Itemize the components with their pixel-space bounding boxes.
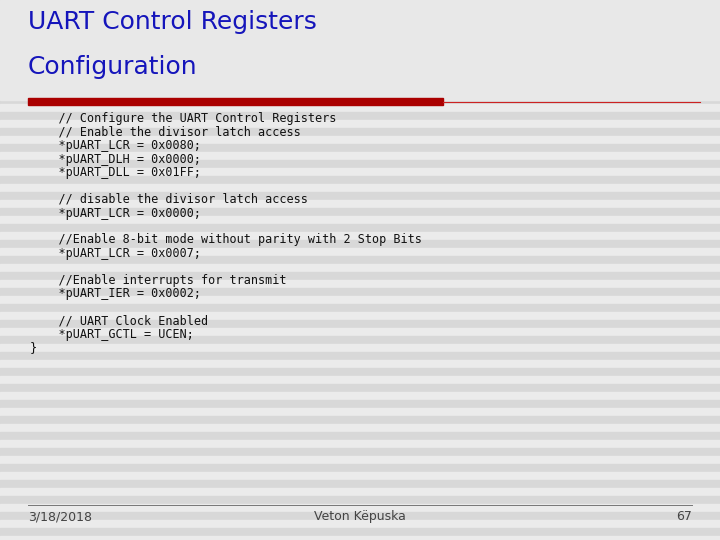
Bar [0, 392, 720, 400]
Bar [0, 424, 720, 432]
Bar [0, 288, 720, 296]
Bar [0, 336, 720, 344]
Bar [0, 328, 720, 336]
Text: 3/18/2018: 3/18/2018 [28, 510, 92, 523]
Bar [0, 280, 720, 288]
Bar [0, 144, 720, 152]
Bar [0, 24, 720, 32]
Bar [0, 464, 720, 472]
Bar [0, 200, 720, 208]
Text: *pUART_LCR = 0x0000;: *pUART_LCR = 0x0000; [30, 206, 201, 219]
Bar [0, 360, 720, 368]
Bar [0, 312, 720, 320]
Bar [0, 136, 720, 144]
Bar [0, 384, 720, 392]
Text: Configuration: Configuration [28, 55, 197, 79]
Bar [0, 408, 720, 416]
Bar [0, 456, 720, 464]
Bar [0, 488, 720, 496]
Bar [0, 472, 720, 480]
Bar [0, 8, 720, 16]
Bar [0, 232, 720, 240]
Bar [0, 400, 720, 408]
Bar [0, 480, 720, 488]
Bar [0, 496, 720, 504]
Bar [0, 120, 720, 128]
Bar [0, 520, 720, 528]
Bar [0, 272, 720, 280]
Bar [0, 240, 720, 248]
Text: *pUART_LCR = 0x0080;: *pUART_LCR = 0x0080; [30, 139, 201, 152]
Bar [28, 98, 443, 105]
Text: *pUART_DLL = 0x01FF;: *pUART_DLL = 0x01FF; [30, 166, 201, 179]
Bar [0, 80, 720, 88]
Bar [0, 208, 720, 216]
Bar [0, 416, 720, 424]
Bar [0, 16, 720, 24]
Bar [0, 536, 720, 540]
Bar [0, 320, 720, 328]
Bar [0, 304, 720, 312]
Bar [0, 160, 720, 168]
Bar [0, 176, 720, 184]
Text: Veton Këpuska: Veton Këpuska [314, 510, 406, 523]
Text: }: } [30, 341, 37, 354]
Bar [0, 104, 720, 112]
Text: UART Control Registers: UART Control Registers [28, 10, 317, 34]
Bar [0, 448, 720, 456]
Bar [0, 224, 720, 232]
Text: *pUART_LCR = 0x0007;: *pUART_LCR = 0x0007; [30, 247, 201, 260]
Bar [0, 128, 720, 136]
Bar [0, 440, 720, 448]
Text: *pUART_GCTL = UCEN;: *pUART_GCTL = UCEN; [30, 328, 194, 341]
Bar [0, 376, 720, 384]
Bar [0, 528, 720, 536]
Text: //Enable 8-bit mode without parity with 2 Stop Bits: //Enable 8-bit mode without parity with … [30, 233, 422, 246]
Bar [0, 88, 720, 96]
Bar [0, 216, 720, 224]
Bar [0, 296, 720, 304]
Bar [0, 152, 720, 160]
Bar [0, 40, 720, 48]
Text: *pUART_IER = 0x0002;: *pUART_IER = 0x0002; [30, 287, 201, 300]
Bar [0, 192, 720, 200]
Bar [0, 368, 720, 376]
Bar [0, 248, 720, 256]
Bar [0, 504, 720, 512]
Bar [0, 0, 720, 100]
Bar [0, 0, 720, 8]
Text: *pUART_DLH = 0x0000;: *pUART_DLH = 0x0000; [30, 152, 201, 165]
Bar [0, 344, 720, 352]
Bar [0, 32, 720, 40]
Bar [0, 56, 720, 64]
Bar [0, 112, 720, 120]
Text: // disable the divisor latch access: // disable the divisor latch access [30, 193, 308, 206]
Bar [0, 64, 720, 72]
Bar [0, 432, 720, 440]
Bar [0, 352, 720, 360]
Bar [0, 184, 720, 192]
Bar [0, 512, 720, 520]
Text: 67: 67 [676, 510, 692, 523]
Text: // UART Clock Enabled: // UART Clock Enabled [30, 314, 208, 327]
Bar [0, 48, 720, 56]
Bar [0, 168, 720, 176]
Bar [0, 96, 720, 104]
Text: // Configure the UART Control Registers: // Configure the UART Control Registers [30, 112, 336, 125]
Bar [0, 72, 720, 80]
Text: // Enable the divisor latch access: // Enable the divisor latch access [30, 125, 301, 138]
Bar [0, 264, 720, 272]
Bar [0, 256, 720, 264]
Text: //Enable interrupts for transmit: //Enable interrupts for transmit [30, 274, 287, 287]
